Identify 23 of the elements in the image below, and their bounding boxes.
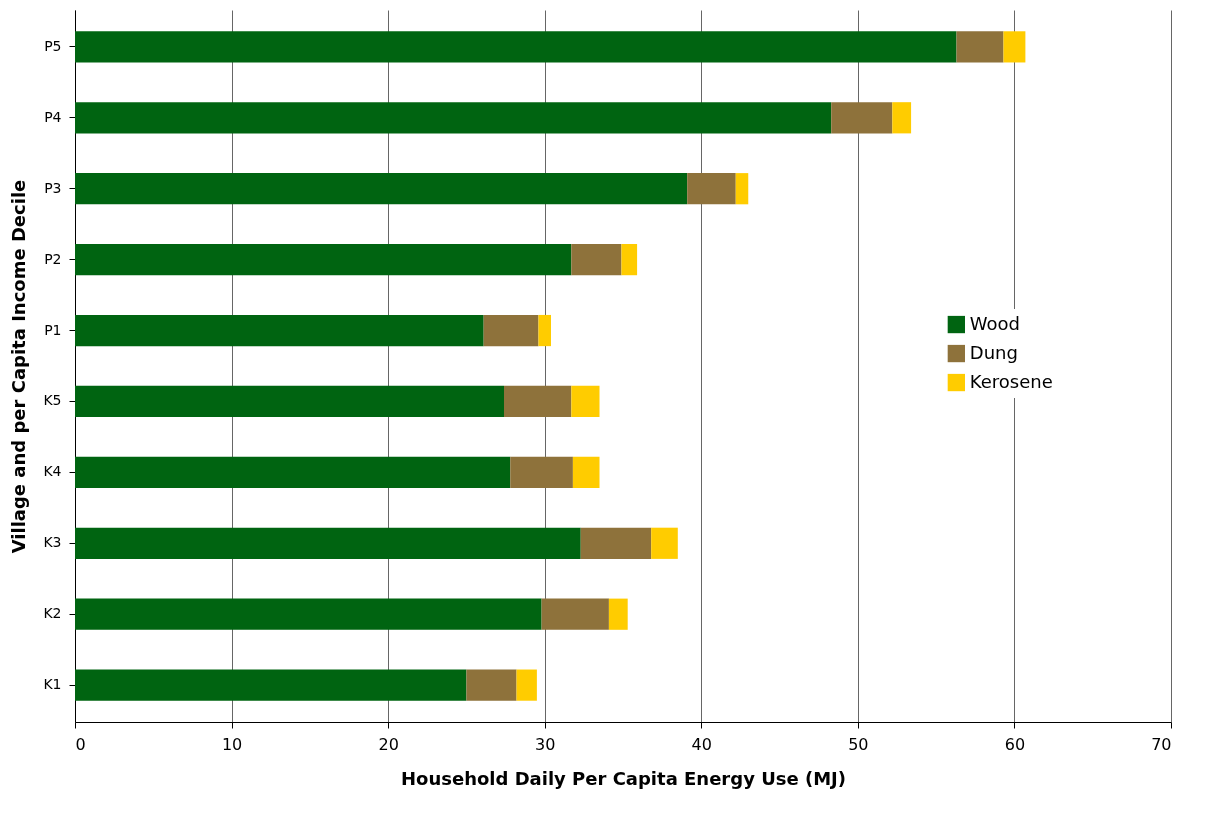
x-axis-title: Household Daily Per Capita Energy Use (MJ) <box>400 767 847 789</box>
y-tick-label: P2 <box>44 250 62 267</box>
y-tick-label: K3 <box>43 534 62 551</box>
y-tick-label: P3 <box>44 179 62 196</box>
x-tick-label: 20 <box>378 734 399 754</box>
y-tick-label: P5 <box>44 37 62 54</box>
y-tick-label: K2 <box>43 605 62 622</box>
x-tick-label: 50 <box>848 734 869 754</box>
y-tick-label: K4 <box>43 463 62 480</box>
legend-label: Wood <box>969 312 1021 334</box>
x-tick-label: 60 <box>1004 734 1026 754</box>
x-tick-label: 70 <box>1151 734 1172 754</box>
x-tick-label: 30 <box>535 734 556 754</box>
x-tick-label: 0 <box>75 734 86 754</box>
y-tick-label: P1 <box>44 321 62 338</box>
y-tick-label: P4 <box>44 108 62 125</box>
legend-label: Dung <box>969 341 1018 363</box>
x-tick-label: 40 <box>691 734 712 754</box>
y-axis-title: Village and per Capita Income Decile <box>8 179 30 554</box>
legend-label: Kerosene <box>969 370 1053 392</box>
x-tick-label: 10 <box>221 734 243 754</box>
y-tick-label: K5 <box>43 392 62 409</box>
y-tick-label: K1 <box>43 676 62 693</box>
